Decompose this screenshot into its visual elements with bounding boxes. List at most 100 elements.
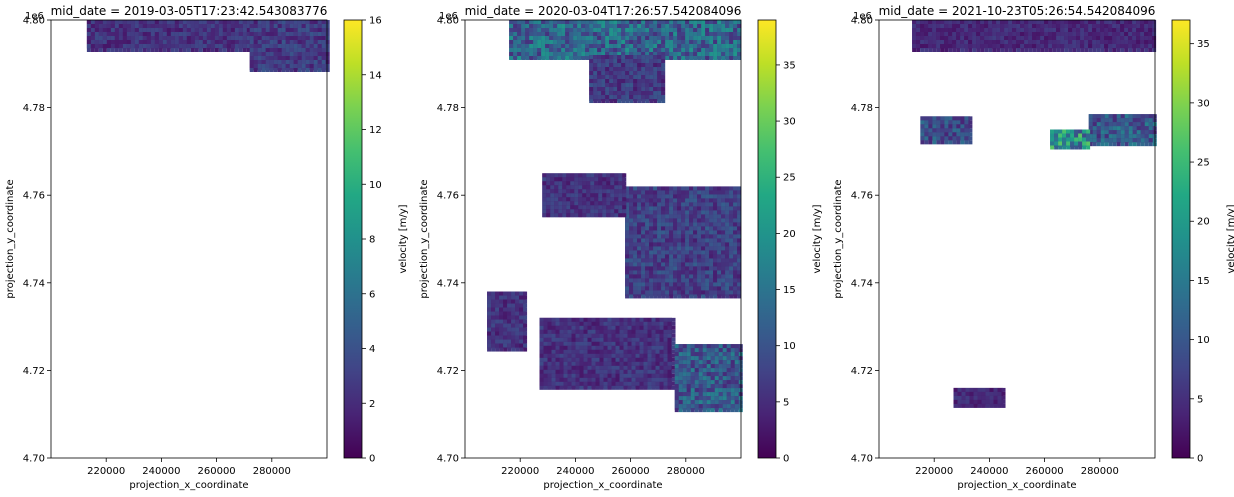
region-cell (627, 365, 632, 370)
region-cell (1112, 134, 1117, 139)
region-cell (710, 404, 715, 409)
region-cell (629, 20, 634, 24)
region-cell (1136, 36, 1141, 40)
region-cell (269, 20, 274, 24)
region-cell (722, 404, 727, 409)
y-tick-label: 4.78 (437, 103, 459, 114)
region-cell (566, 189, 571, 194)
region-cell (590, 189, 595, 194)
region-cell (606, 173, 611, 178)
region-cell (661, 238, 666, 243)
region-cell (960, 20, 965, 24)
region-cell (657, 234, 662, 239)
region-cell (537, 20, 542, 24)
region-cell (1148, 20, 1153, 24)
region-cell (313, 60, 318, 64)
region-cell (246, 36, 251, 40)
region-cell (613, 40, 618, 44)
region-cell (960, 136, 965, 141)
region-cell (578, 185, 583, 190)
region-cell (710, 380, 715, 385)
region-cell (619, 353, 624, 358)
region-cell (94, 44, 99, 48)
region-cell (1096, 130, 1101, 135)
region-cell (1058, 141, 1063, 146)
region-cell (685, 242, 690, 247)
region-cell (936, 132, 941, 137)
region-cell (509, 28, 514, 32)
region-cell (547, 361, 552, 366)
region-cell (566, 213, 571, 218)
region-cell (321, 60, 326, 64)
region-cell (661, 266, 666, 271)
region-cell (198, 40, 203, 44)
region-cell (689, 24, 694, 28)
region-cell (631, 353, 636, 358)
region-cell (661, 290, 666, 295)
region-cell (542, 185, 547, 190)
region-cell (709, 210, 714, 215)
region-cell (625, 234, 630, 239)
region-cell (561, 40, 566, 44)
region-cell (641, 206, 646, 211)
region-cell (591, 341, 596, 346)
region-cell (721, 250, 726, 255)
region-cell (1084, 40, 1089, 44)
region-cell (645, 282, 650, 287)
region-cell (920, 124, 925, 129)
region-cell (94, 40, 99, 44)
region-cell (1000, 20, 1005, 24)
region-cell (607, 321, 612, 326)
region-cell (627, 357, 632, 362)
region-cell (563, 353, 568, 358)
region-cell (134, 20, 139, 24)
region-cell (729, 274, 734, 279)
region-cell (655, 337, 660, 342)
region-cell (734, 384, 739, 389)
region-cell (577, 56, 582, 60)
region-cell (238, 24, 243, 28)
region-cell (737, 206, 742, 211)
region-cell (487, 291, 492, 296)
region-cell (537, 48, 542, 52)
region-cell (566, 205, 571, 210)
velocity-region (625, 186, 742, 299)
region-cell (94, 32, 99, 36)
region-cell (609, 52, 614, 56)
region-cell (1148, 114, 1153, 119)
region-cell (281, 20, 286, 24)
region-cell (214, 48, 219, 52)
region-cell (593, 79, 598, 84)
region-cell (924, 136, 929, 141)
region-cell (693, 52, 698, 56)
region-cell (649, 226, 654, 231)
region-cell (198, 28, 203, 32)
region-cell (657, 79, 662, 84)
region-cell (629, 238, 634, 243)
region-cell (1132, 28, 1137, 32)
region-cell (574, 213, 579, 218)
region-cell (325, 40, 330, 44)
region-cell (659, 353, 664, 358)
region-cell (1064, 24, 1069, 28)
region-cell (645, 202, 650, 207)
region-cell (174, 44, 179, 48)
region-cell (507, 299, 512, 304)
region-cell (693, 214, 698, 219)
region-cell (281, 40, 286, 44)
region-cell (733, 258, 738, 263)
region-cell (257, 64, 262, 68)
region-cell (635, 385, 640, 390)
region-cell (305, 48, 310, 52)
region-cell (1076, 20, 1081, 24)
region-cell (669, 210, 674, 215)
region-cell (981, 403, 986, 408)
region-cell (697, 214, 702, 219)
region-cell (665, 250, 670, 255)
region-cell (968, 40, 973, 44)
region-cell (1064, 44, 1069, 48)
region-cell (709, 282, 714, 287)
region-cell (682, 396, 687, 401)
region-cell (1064, 20, 1069, 24)
region-cell (1092, 142, 1097, 147)
